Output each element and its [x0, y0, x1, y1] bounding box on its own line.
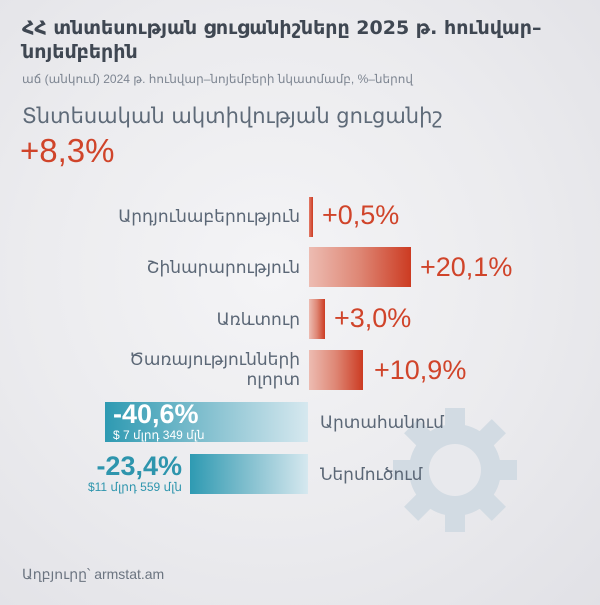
sector-label-services: Ծառայությունների ոլորտ	[129, 350, 300, 390]
gear-icon	[393, 408, 517, 532]
bar-industry	[309, 197, 313, 237]
value-trade: +3,0%	[334, 303, 412, 333]
trade-label-imports: Ներմուծում	[320, 465, 423, 485]
bar-services	[309, 350, 363, 390]
kpi-label: Տնտեսական ակտիվության ցուցանիշ	[22, 104, 443, 128]
chart-title: ՀՀ տնտեսության ցուցանիշները 2025 թ. հուն…	[22, 17, 542, 63]
sector-label-trade: Առևտուր	[216, 310, 300, 330]
bar-exports	[105, 402, 308, 442]
value-imports: -23,4%	[96, 451, 182, 481]
value-exports: -40,6%	[113, 399, 199, 429]
sector-label-industry: Արդյունաբերություն	[118, 207, 300, 227]
bar-imports	[190, 454, 308, 494]
value-construction: +20,1%	[420, 252, 513, 282]
source-note: Աղբյուրը՝ armstat.am	[22, 566, 165, 582]
sector-label-construction: Շինարարություն	[146, 258, 300, 278]
amount-imports: $11 մլրդ 559 մլն	[87, 480, 182, 494]
bar-construction	[309, 247, 411, 287]
kpi-value: +8,3%	[20, 132, 115, 169]
value-services: +10,9%	[374, 355, 467, 385]
bar-trade	[309, 299, 325, 339]
sector-label-services-line1: Ծառայությունների	[129, 350, 300, 370]
amount-exports: $ 7 մլրդ 349 մլն	[113, 428, 205, 442]
sector-label-services-line2: ոլորտ	[246, 370, 301, 390]
trade-label-exports: Արտահանում	[320, 413, 444, 433]
value-industry: +0,5%	[322, 200, 400, 230]
chart-subtitle: աճ (անկում) 2024 թ. հունվար–նոյեմբերի նկ…	[22, 72, 413, 86]
